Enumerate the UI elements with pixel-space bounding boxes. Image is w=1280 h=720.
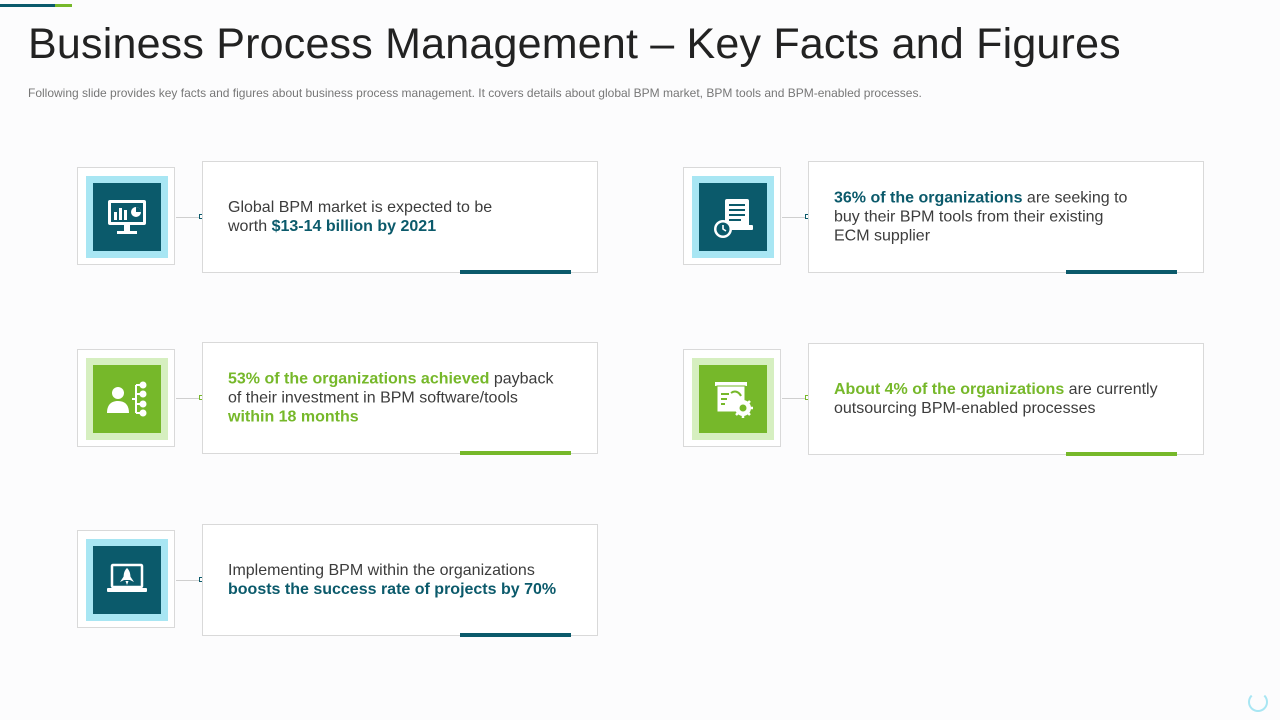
fact-5-connector bbox=[176, 580, 200, 581]
fact-3-card: 53% of the organizations achieved paybac… bbox=[202, 342, 598, 455]
fact-4-card: About 4% of the organizations are curren… bbox=[808, 343, 1204, 456]
fact-4-connector bbox=[782, 398, 806, 399]
fact-4-underline bbox=[1066, 452, 1177, 456]
fact-1-text: Global BPM market is expected to be wort… bbox=[228, 199, 493, 235]
fact-2-underline bbox=[1066, 270, 1177, 274]
fact-1-underline bbox=[460, 270, 571, 274]
loading-spinner-icon bbox=[1248, 692, 1268, 712]
monitor-chart-icon bbox=[108, 200, 146, 234]
fact-1-icon-box bbox=[77, 167, 175, 265]
fact-3-underline bbox=[460, 451, 571, 455]
top-accent-green bbox=[55, 4, 72, 7]
fact-3-connector bbox=[176, 398, 200, 399]
fact-2-connector bbox=[782, 217, 806, 218]
fact-1-card: Global BPM market is expected to be wort… bbox=[202, 161, 598, 274]
fact-1-connector bbox=[176, 217, 200, 218]
fact-2-icon-box bbox=[683, 167, 781, 265]
fact-3-text: 53% of the organizations achieved paybac… bbox=[228, 370, 554, 426]
fact-5-text: Implementing BPM within the organization… bbox=[228, 562, 557, 598]
fact-5-underline bbox=[460, 633, 571, 637]
fact-5-icon-box bbox=[77, 530, 175, 628]
user-network-icon bbox=[107, 381, 147, 417]
page-subtitle: Following slide provides key facts and f… bbox=[28, 86, 922, 100]
fact-5-card: Implementing BPM within the organization… bbox=[202, 524, 598, 637]
document-clock-icon bbox=[714, 199, 753, 238]
fact-2-card: 36% of the organizations are seeking to … bbox=[808, 161, 1204, 274]
laptop-rocket-icon bbox=[107, 563, 147, 592]
fact-3-icon-box bbox=[77, 349, 175, 447]
top-accent-teal bbox=[0, 4, 55, 7]
fact-4-icon-box bbox=[683, 349, 781, 447]
fact-4-text: About 4% of the organizations are curren… bbox=[834, 381, 1158, 417]
fact-2-text: 36% of the organizations are seeking to … bbox=[834, 189, 1128, 245]
board-gear-icon bbox=[715, 382, 753, 418]
page-title: Business Process Management – Key Facts … bbox=[28, 20, 1121, 68]
